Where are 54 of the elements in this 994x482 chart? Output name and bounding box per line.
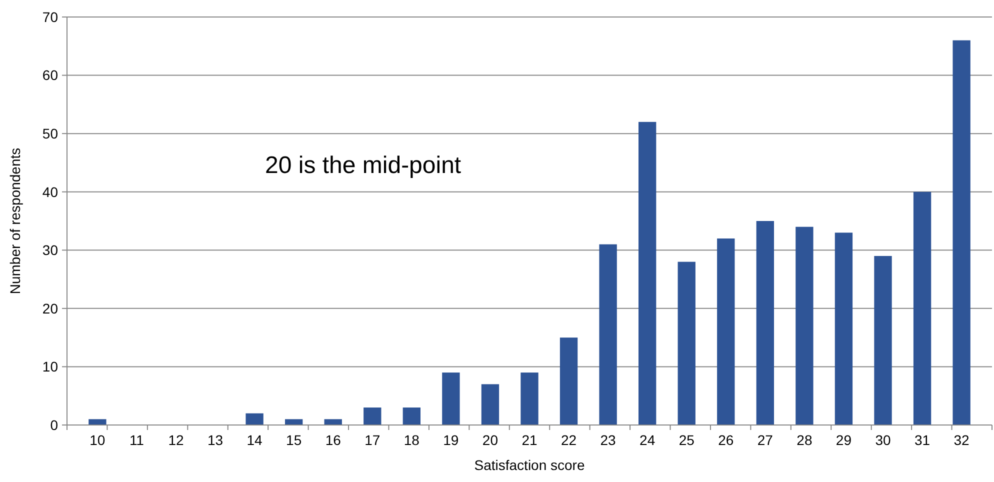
- bar: [560, 338, 578, 425]
- y-tick-label: 50: [42, 125, 58, 142]
- bar: [402, 408, 421, 425]
- x-tick-label: 17: [364, 432, 380, 448]
- y-tick-label: 0: [50, 416, 58, 433]
- x-tick-label: 32: [954, 432, 970, 448]
- bar: [796, 226, 814, 425]
- x-tick-label: 23: [600, 432, 616, 448]
- x-tick-label: 18: [404, 432, 420, 448]
- y-tick-label: 10: [42, 358, 58, 375]
- x-tick-label: 26: [718, 432, 734, 448]
- x-tick-label: 28: [796, 432, 812, 448]
- x-tick-label: 12: [168, 432, 184, 448]
- x-tick-label: 14: [246, 432, 263, 448]
- x-tick-label: 19: [443, 432, 459, 448]
- y-tick-label: 40: [42, 184, 58, 200]
- bar: [874, 256, 892, 425]
- bar: [834, 232, 853, 425]
- y-tick-label: 20: [42, 300, 58, 316]
- bar: [481, 384, 500, 425]
- x-tick-label: 20: [482, 432, 498, 448]
- x-tick-label: 11: [129, 432, 144, 448]
- annotation: 20 is the mid-point: [265, 152, 462, 179]
- x-tick-label: 22: [560, 432, 577, 448]
- x-tick-label: 24: [640, 432, 656, 448]
- y-tick-label: 30: [42, 242, 58, 258]
- x-tick-label: 10: [90, 432, 106, 448]
- bar: [324, 419, 342, 425]
- x-tick-label: 15: [286, 432, 302, 448]
- x-tick-label: 27: [757, 432, 774, 448]
- bar: [717, 238, 735, 425]
- bar: [520, 372, 538, 425]
- bar: [913, 192, 932, 425]
- x-tick-label: 16: [325, 432, 342, 448]
- bar: [599, 244, 617, 425]
- x-tick-label: 29: [836, 432, 852, 448]
- y-tick-label: 60: [42, 67, 58, 84]
- bar: [638, 122, 656, 425]
- bar: [442, 372, 460, 425]
- bar: [88, 419, 106, 425]
- x-tick-label: 31: [914, 432, 930, 448]
- x-tick-label: 25: [678, 432, 695, 448]
- bar: [756, 221, 774, 425]
- y-tick-label: 70: [42, 8, 58, 25]
- x-tick-label: 21: [522, 432, 538, 448]
- bar: [678, 262, 696, 425]
- bar: [284, 419, 303, 425]
- x-axis-title: Satisfaction score: [474, 457, 585, 473]
- y-axis-title: Number of respondents: [7, 148, 23, 294]
- bar: [364, 408, 382, 425]
- x-tick-label: 30: [875, 432, 891, 448]
- bar: [246, 413, 264, 425]
- bar: [952, 40, 970, 425]
- x-tick-label: 13: [207, 432, 224, 448]
